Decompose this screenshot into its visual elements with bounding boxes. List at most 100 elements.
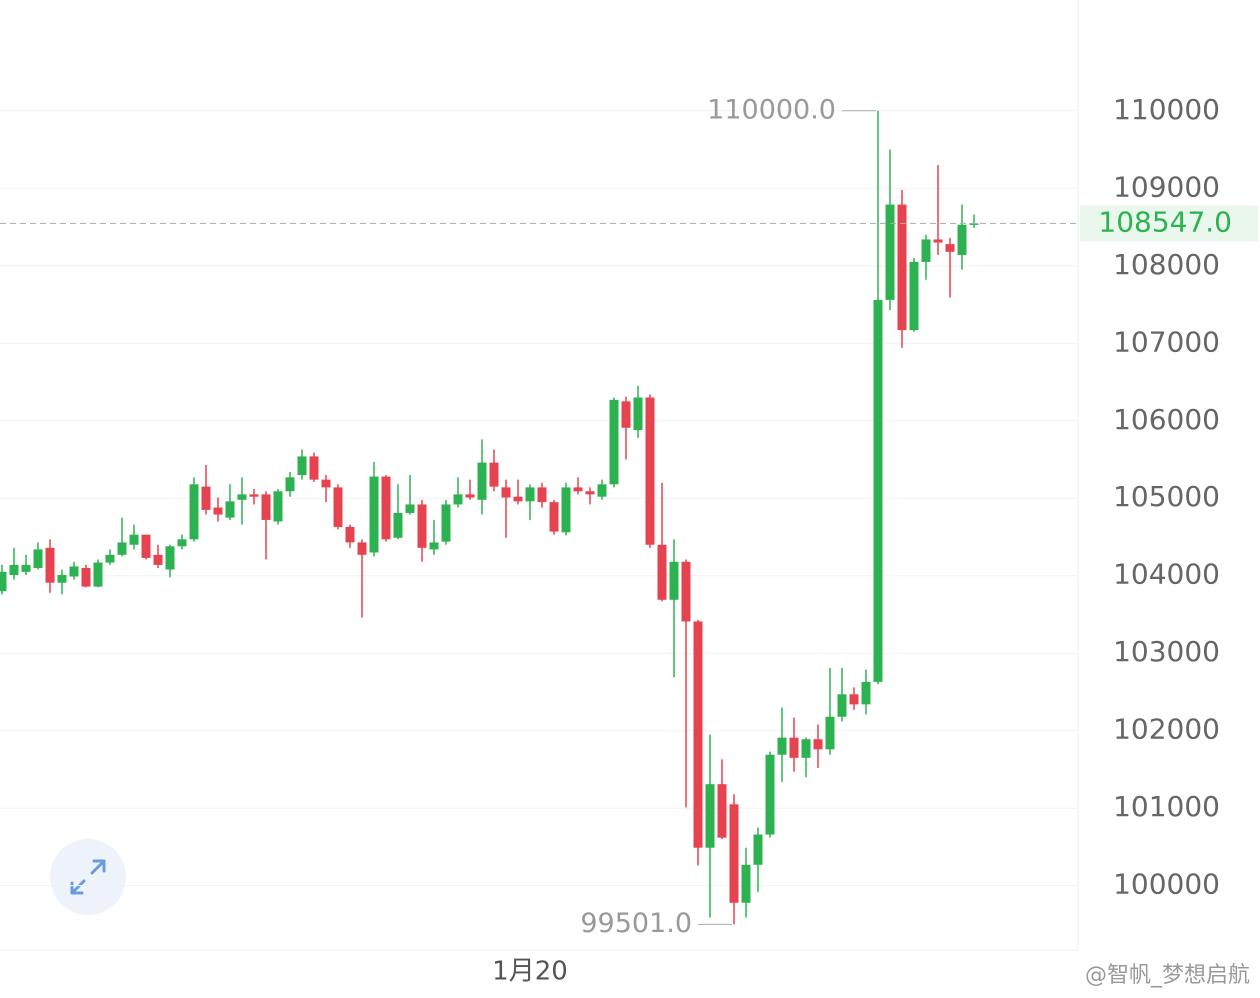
candle-body (909, 261, 919, 331)
max-label: 110000.0 (707, 94, 836, 125)
candle-body (933, 239, 943, 243)
candle-body (477, 462, 487, 500)
expand-icon[interactable] (70, 859, 106, 895)
candle-body (45, 547, 55, 583)
candle-body (741, 864, 751, 903)
y-tick-label: 101000 (1113, 790, 1220, 823)
candle-body (117, 542, 127, 555)
candle-body (645, 397, 655, 545)
candle-body (705, 784, 715, 848)
y-tick-label: 109000 (1113, 170, 1220, 203)
candle-body (549, 502, 559, 532)
candle-body (285, 477, 295, 492)
candle-body (69, 566, 79, 577)
candle-body (297, 456, 307, 475)
candle-body (717, 784, 727, 838)
candle-body (237, 494, 247, 500)
candle-body (633, 397, 643, 431)
y-tick-label: 107000 (1113, 325, 1220, 358)
candle-body (609, 399, 619, 485)
expand-button[interactable] (50, 839, 126, 915)
candle-body (249, 494, 259, 497)
min-label: 99501.0 (580, 908, 692, 939)
candle-body (957, 224, 967, 255)
candle-body (369, 476, 379, 553)
candle-body (873, 299, 883, 682)
y-tick-label: 105000 (1113, 480, 1220, 513)
candle-body (201, 486, 211, 510)
candle-body (621, 401, 631, 428)
candle-body (105, 554, 115, 563)
candle-body (489, 462, 499, 487)
candle-body (945, 244, 955, 252)
watermark: @智帆_梦想启航 (1085, 963, 1250, 988)
candle-body (813, 739, 823, 750)
candle-body (837, 694, 847, 717)
candle-body (321, 479, 331, 488)
candle-body (393, 512, 403, 538)
candle-body (345, 526, 355, 543)
candle-body (669, 561, 679, 600)
candle-body (177, 539, 187, 547)
y-tick-label: 106000 (1113, 403, 1220, 436)
candle-body (453, 494, 463, 505)
candle-body (129, 534, 139, 545)
candle-body (141, 534, 151, 558)
candle-body (21, 564, 31, 572)
y-tick-label: 110000 (1113, 93, 1220, 126)
y-tick-label: 100000 (1113, 868, 1220, 901)
candle-body (753, 834, 763, 865)
candle-body (165, 546, 175, 570)
candle-body (501, 487, 511, 498)
candle-body (93, 562, 103, 587)
y-tick-label: 108000 (1113, 248, 1220, 281)
candle-body (693, 621, 703, 848)
candle-body (429, 542, 439, 550)
y-tick-label: 102000 (1113, 713, 1220, 746)
candle-body (861, 681, 871, 705)
candle-body (417, 504, 427, 548)
y-tick-label: 104000 (1113, 558, 1220, 591)
candle-body (333, 487, 343, 527)
candle-body (441, 504, 451, 542)
candle-body (309, 456, 319, 480)
candle-body (153, 554, 163, 565)
candle-body (189, 484, 199, 540)
candle-body (849, 694, 859, 705)
candle-body (657, 544, 667, 600)
candle-body (789, 737, 799, 758)
candle-body (57, 574, 67, 583)
candle-body (885, 204, 895, 300)
candle-body (897, 204, 907, 331)
candle-body (357, 542, 367, 555)
candle-body (261, 494, 271, 520)
candle-body (777, 737, 787, 755)
candle-body (513, 496, 523, 502)
candle-body (765, 754, 775, 835)
candle-body (273, 491, 283, 522)
candle-body (969, 223, 979, 225)
expand-circle[interactable] (50, 839, 126, 915)
candle-body (585, 491, 595, 495)
last-price-box (1080, 205, 1258, 242)
y-tick-label: 103000 (1113, 635, 1220, 668)
candle-body (9, 564, 19, 575)
candle-body (213, 507, 223, 515)
candle-body (729, 804, 739, 903)
candle-body (405, 504, 415, 513)
candle-body (225, 501, 235, 518)
candle-body (81, 567, 91, 587)
candle-body (537, 487, 547, 503)
candle-body (465, 494, 475, 498)
candle-body (921, 239, 931, 262)
candle-body (825, 716, 835, 750)
candle-body (381, 476, 391, 540)
candle-body (33, 549, 43, 568)
candle-body (561, 487, 571, 533)
candle-body (525, 487, 535, 502)
last-price-label: 108547.0 (1098, 205, 1232, 238)
candle-body (681, 561, 691, 622)
candle-body (573, 487, 583, 492)
candle-body (597, 484, 607, 497)
